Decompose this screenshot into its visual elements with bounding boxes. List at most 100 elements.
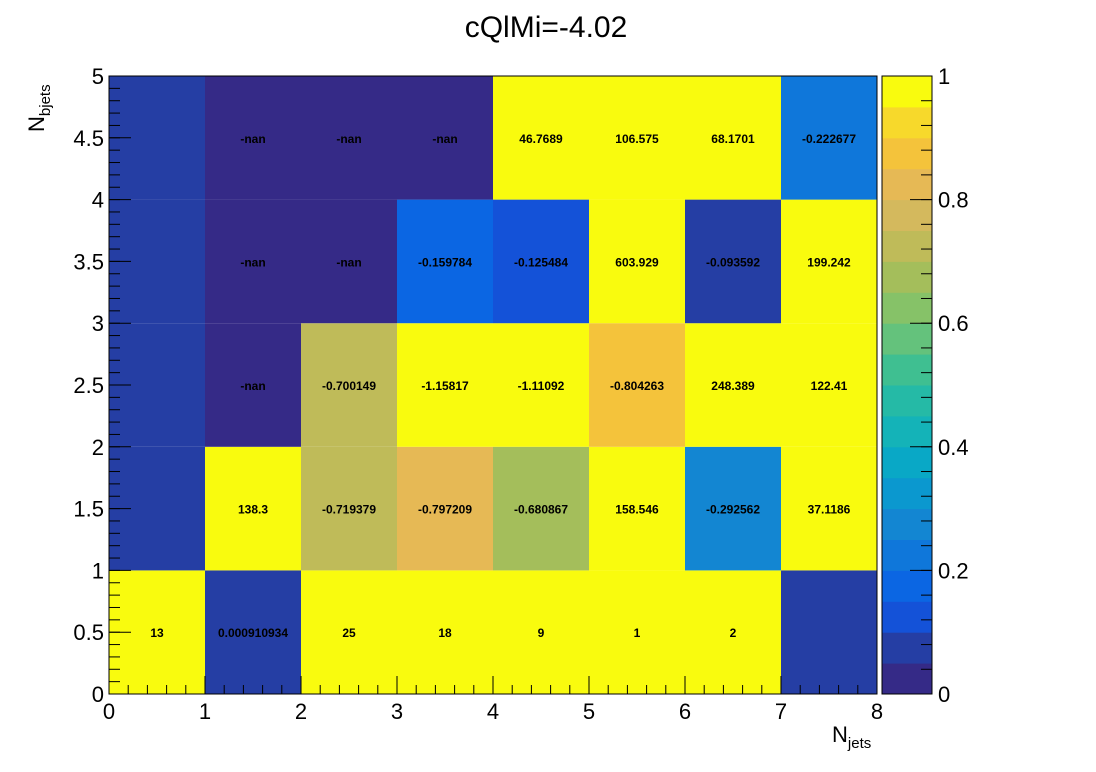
y-axis-title: Nbjets xyxy=(24,84,54,132)
heatmap-cell xyxy=(205,76,301,200)
z-axis: 0 0.2 0.4 0.6 0.8 1 xyxy=(910,64,969,707)
x-axis-title-main: N xyxy=(832,722,848,747)
cell-value-label: 2 xyxy=(730,626,737,640)
y-tick-label: 4 xyxy=(92,188,104,213)
heatmap-cell xyxy=(493,323,589,447)
y-tick-label: 4.5 xyxy=(73,126,104,151)
cell-value-label: -nan xyxy=(336,255,361,269)
cell-value-label: 25 xyxy=(342,626,356,640)
heatmap-cell xyxy=(589,76,685,200)
y-tick-label: 1 xyxy=(92,558,104,583)
cell-value-label: 68.1701 xyxy=(711,132,755,146)
heatmap-cell-labels: 13 0.000910934 25 18 9 1 2 138.3 -0.719379 -0.797… xyxy=(150,132,856,640)
palette-swatch xyxy=(882,261,932,293)
cell-value-label: -0.680867 xyxy=(514,503,568,517)
heatmap-cell xyxy=(301,446,397,571)
palette-swatch xyxy=(882,508,932,540)
cell-value-label: 158.546 xyxy=(615,503,659,517)
cell-value-label: 18 xyxy=(438,626,452,640)
cell-value-label: -nan xyxy=(240,379,265,393)
palette-swatch xyxy=(882,632,932,664)
cell-value-label: -1.11092 xyxy=(518,379,565,393)
x-tick-label: 2 xyxy=(295,699,307,724)
y-tick-label: 5 xyxy=(92,64,104,89)
palette-swatch xyxy=(882,354,932,386)
cell-value-label: 46.7689 xyxy=(519,132,563,146)
cell-value-label: 106.575 xyxy=(615,132,659,146)
cell-value-label: -nan xyxy=(432,132,457,146)
heatmap-cell xyxy=(781,446,877,571)
heatmap-cell xyxy=(589,446,685,571)
cell-value-label: 0.000910934 xyxy=(218,626,288,640)
cell-value-label: 248.389 xyxy=(711,379,755,393)
heatmap-cell xyxy=(493,199,589,324)
heatmap-cell xyxy=(493,570,589,694)
heatmap-cell xyxy=(397,199,493,324)
y-tick-label: 0 xyxy=(92,682,104,707)
heatmap-cell xyxy=(205,446,301,571)
x-axis-title-sub: jets xyxy=(847,735,871,752)
heatmap-cell xyxy=(493,76,589,200)
heatmap-cell xyxy=(781,76,877,200)
cell-value-label: -0.159784 xyxy=(418,255,472,269)
heatmap-cell xyxy=(685,199,781,324)
cell-value-label: -0.797209 xyxy=(418,503,472,517)
palette-swatch xyxy=(882,477,932,510)
z-tick-label: 0.4 xyxy=(938,435,969,460)
heatmap-cell xyxy=(301,76,397,200)
palette-swatch xyxy=(882,230,932,262)
cell-value-label: -nan xyxy=(240,132,265,146)
color-palette-bar xyxy=(881,75,933,695)
cell-value-label: 122.41 xyxy=(811,379,848,393)
cell-value-label: 37.1186 xyxy=(808,503,851,517)
chart-title: cQlMi=-4.02 xyxy=(465,11,628,44)
palette-swatch xyxy=(882,106,932,139)
x-tick-label: 6 xyxy=(679,699,691,724)
cell-value-label: -0.804263 xyxy=(610,379,664,393)
palette-swatch xyxy=(882,570,932,602)
palette-swatch xyxy=(882,663,932,695)
x-tick-label: 3 xyxy=(391,699,403,724)
heatmap-cell xyxy=(205,570,301,694)
x-tick-label: 0 xyxy=(103,699,115,724)
heatmap-cell xyxy=(685,446,781,571)
palette-swatch xyxy=(882,199,932,231)
cell-value-label: 603.929 xyxy=(615,255,659,269)
cell-value-label: 1 xyxy=(634,626,641,640)
z-tick-label: 0.8 xyxy=(938,188,969,213)
heatmap-cell xyxy=(781,199,877,324)
heatmap-cell xyxy=(781,570,877,694)
heatmap-cell xyxy=(397,76,493,200)
palette-swatch xyxy=(882,76,932,108)
x-axis: 0 1 2 3 4 5 6 7 8 xyxy=(103,676,883,724)
palette-swatch xyxy=(882,539,932,571)
cell-value-label: -nan xyxy=(240,255,265,269)
cell-value-label: -0.125484 xyxy=(514,255,568,269)
cell-value-label: -1.15817 xyxy=(421,379,469,393)
cell-value-label: 138.3 xyxy=(238,503,268,517)
x-tick-label: 8 xyxy=(871,699,883,724)
cell-value-label: -0.222677 xyxy=(802,132,856,146)
heatmap-cell xyxy=(493,446,589,571)
y-tick-label: 2.5 xyxy=(73,373,104,398)
heatmap-cell xyxy=(397,446,493,571)
x-tick-label: 1 xyxy=(199,699,211,724)
heatmap-cell xyxy=(205,323,301,447)
heatmap-cell xyxy=(685,323,781,447)
heatmap-cell xyxy=(301,323,397,447)
heatmap-cell xyxy=(781,323,877,447)
cell-value-label: -nan xyxy=(336,132,361,146)
heatmap-cell xyxy=(589,199,685,324)
heatmap-cell xyxy=(205,199,301,324)
cell-value-label: 13 xyxy=(150,626,164,640)
x-tick-label: 5 xyxy=(583,699,595,724)
palette-swatch xyxy=(882,446,932,479)
y-tick-label: 0.5 xyxy=(73,620,104,645)
heatmap-cell xyxy=(589,323,685,447)
heatmap-cell xyxy=(301,570,397,694)
y-axis-title-main: N xyxy=(24,116,49,132)
z-tick-label: 0.6 xyxy=(938,311,969,336)
z-tick-label: 1 xyxy=(938,64,950,89)
cell-value-label: -0.292562 xyxy=(706,503,760,517)
